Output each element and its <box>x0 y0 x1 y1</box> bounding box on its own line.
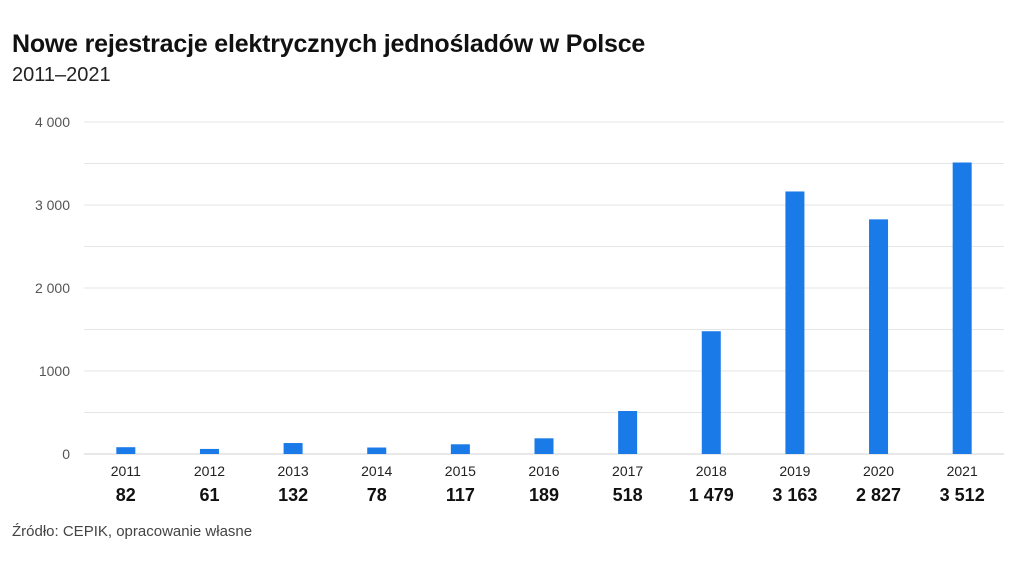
chart-subtitle: 2011–2021 <box>12 64 111 86</box>
x-tick-label: 2019 <box>779 463 810 479</box>
bar <box>701 331 721 454</box>
bar <box>199 448 219 454</box>
data-label: 2 827 <box>856 485 901 505</box>
x-tick-label: 2020 <box>863 463 894 479</box>
x-tick-label: 2012 <box>194 463 225 479</box>
bar <box>952 162 972 454</box>
bar <box>450 444 470 454</box>
y-tick-label: 2 000 <box>35 280 70 296</box>
x-tick-label: 2018 <box>696 463 727 479</box>
x-tick-label: 2011 <box>111 463 141 479</box>
data-label: 78 <box>367 485 387 505</box>
x-tick-label: 2015 <box>445 463 476 479</box>
data-label: 132 <box>278 485 308 505</box>
bar <box>534 438 554 454</box>
data-label: 3 512 <box>940 485 985 505</box>
y-tick-label: 3 000 <box>35 197 70 213</box>
x-tick-label: 2014 <box>361 463 392 479</box>
data-label: 189 <box>529 485 559 505</box>
bar <box>116 447 136 454</box>
data-label: 518 <box>613 485 643 505</box>
data-label: 1 479 <box>689 485 734 505</box>
y-tick-label: 4 000 <box>35 114 70 130</box>
data-label: 61 <box>199 485 219 505</box>
x-tick-label: 2013 <box>278 463 309 479</box>
source-note: Źródło: CEPIK, opracowanie własne <box>12 523 253 540</box>
x-tick-label: 2016 <box>528 463 559 479</box>
y-tick-label: 0 <box>62 446 70 462</box>
bar <box>618 411 638 454</box>
x-tick-label: 2021 <box>947 463 978 479</box>
bar <box>283 443 303 454</box>
data-label: 117 <box>446 485 475 505</box>
y-tick-label: 1000 <box>39 363 70 379</box>
bar <box>869 219 889 454</box>
chart-title: Nowe rejestracje elektrycznych jednoślad… <box>12 30 646 58</box>
data-label: 3 163 <box>772 485 817 505</box>
data-label: 82 <box>116 485 136 505</box>
bar <box>785 191 805 454</box>
bar <box>367 447 387 454</box>
x-tick-label: 2017 <box>612 463 643 479</box>
